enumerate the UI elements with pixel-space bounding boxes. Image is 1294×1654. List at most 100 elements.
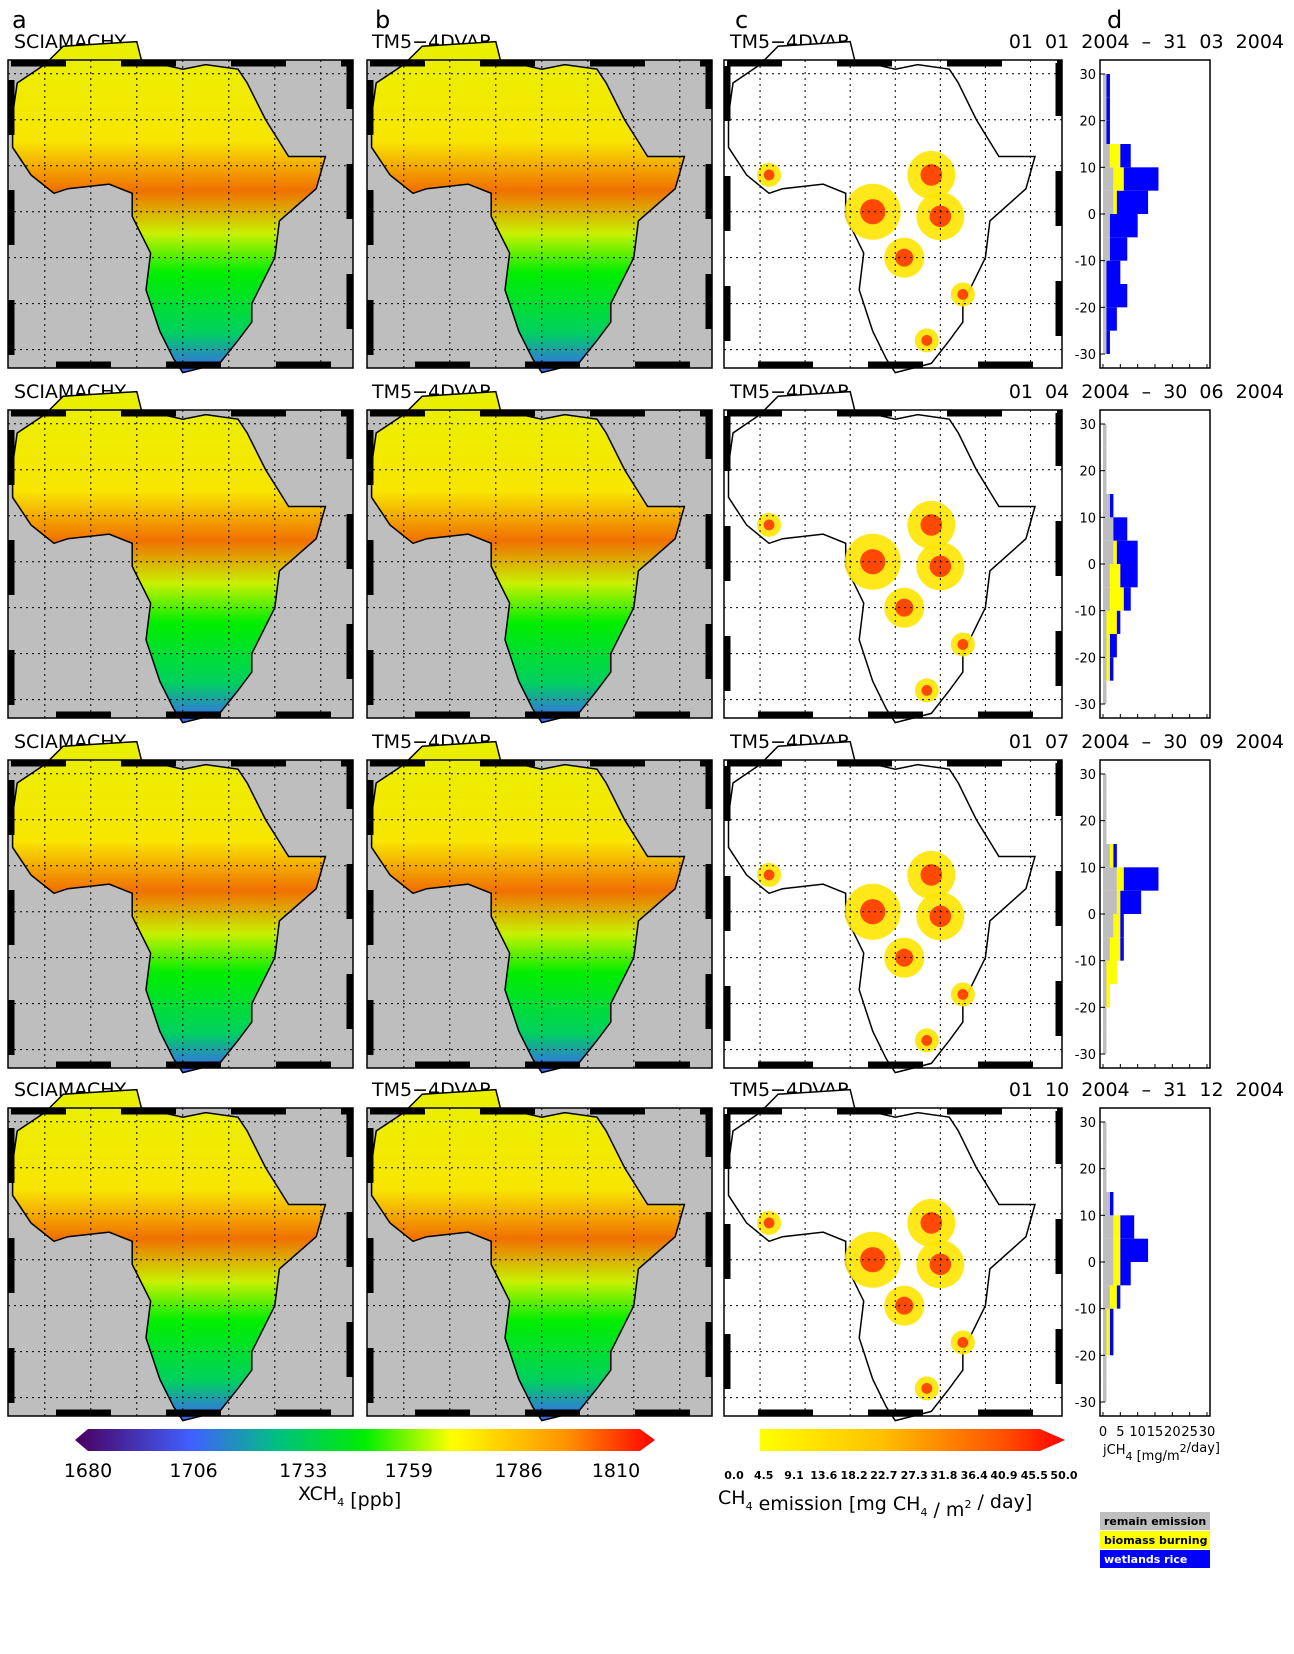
frame [723, 59, 1063, 369]
period: 01 07 2004 – 30 09 2004 [1009, 731, 1284, 753]
emission-patch [920, 864, 943, 886]
frame [366, 1107, 713, 1417]
legend-swatch [1100, 1531, 1210, 1549]
label-part: [ppb] [344, 1489, 401, 1511]
profile-bar [1103, 1192, 1110, 1216]
profile-bar [1103, 564, 1110, 588]
emission-patch [921, 685, 933, 696]
axis-label: jCH4 [mg/m2/day] [1102, 1441, 1220, 1464]
profile-bar [1103, 97, 1107, 121]
legend-label: remain emission [1104, 1515, 1206, 1528]
profile-bar [1109, 1285, 1117, 1309]
profile-bar [1103, 820, 1107, 844]
profile-bar [1103, 470, 1107, 494]
panel-letter: a [12, 6, 27, 34]
y-tick-label: -20 [1075, 1001, 1096, 1016]
emission-patch [763, 1217, 775, 1229]
frame [723, 759, 1063, 1069]
y-tick-label: 20 [1079, 465, 1096, 480]
profile-bar [1103, 167, 1114, 191]
y-tick-label: 0 [1088, 208, 1096, 223]
profile-bar [1113, 540, 1117, 564]
period: 01 04 2004 – 30 06 2004 [1009, 381, 1284, 403]
frame [7, 1107, 354, 1417]
profile-bar [1109, 494, 1114, 518]
colorbar-tick-label: 9.1 [784, 1469, 804, 1482]
label-part: / day] [971, 1491, 1032, 1513]
profile-bar [1103, 867, 1117, 891]
profile-bar [1109, 1192, 1114, 1216]
profile-bar [1103, 237, 1110, 261]
profile-bar [1109, 657, 1114, 681]
profile-bar [1103, 960, 1107, 984]
frame [7, 759, 354, 1069]
colorbar-tick-label: 1733 [279, 1460, 327, 1482]
profile-bar [1106, 634, 1110, 658]
profile-bar [1103, 1308, 1107, 1332]
y-tick-label: 0 [1088, 1256, 1096, 1271]
y-tick-label: -10 [1075, 605, 1096, 620]
frame [723, 1107, 1063, 1417]
colorbar-tick-label: 31.8 [930, 1469, 957, 1482]
x-tick-label: 10 [1129, 1425, 1146, 1440]
colorbar-tick-label: 1706 [169, 1460, 217, 1482]
profile-bar [1103, 144, 1110, 168]
profile-bar [1103, 1122, 1107, 1146]
profile-bar [1103, 1145, 1107, 1169]
label-part: 4 [746, 1500, 753, 1513]
label-part: CH [718, 1487, 746, 1509]
emission-patch [920, 164, 943, 186]
y-tick-label: 10 [1079, 161, 1096, 176]
profile-bar [1103, 610, 1107, 634]
profile-bar [1106, 960, 1117, 984]
profile-bar [1106, 120, 1110, 144]
panel-letter: b [375, 6, 390, 34]
y-tick-label: 0 [1088, 558, 1096, 573]
profile-bar [1103, 984, 1107, 1008]
emission-patch [921, 1035, 933, 1046]
frame [366, 59, 713, 369]
profile-bar [1103, 587, 1110, 611]
profile-bar [1120, 144, 1131, 168]
profile-bar [1120, 1262, 1131, 1286]
profile-bar [1116, 890, 1121, 914]
profile-bar [1106, 1308, 1110, 1332]
colorbar-tick-label: 1680 [64, 1460, 112, 1482]
y-tick-label: 30 [1079, 1116, 1096, 1131]
frame [723, 59, 1063, 369]
y-tick-label: -20 [1075, 1349, 1096, 1364]
y-tick-label: 10 [1079, 1209, 1096, 1224]
profile-bar [1106, 97, 1110, 121]
emission-patch [921, 1383, 933, 1394]
colorbar-tick-label: 4.5 [754, 1469, 774, 1482]
y-tick-label: -10 [1075, 955, 1096, 970]
colorbar-tick-label: 1786 [494, 1460, 542, 1482]
profile-bar [1103, 1378, 1107, 1402]
axis-label: XCH4 [ppb] [298, 1483, 401, 1511]
label-part: /day] [1187, 1441, 1220, 1456]
profile-bar [1103, 1332, 1107, 1356]
profile-bar [1103, 1262, 1114, 1286]
profile-bar [1116, 867, 1124, 891]
profile-bar [1103, 774, 1107, 798]
panel-letter: c [735, 6, 748, 34]
emission-patch [921, 335, 933, 346]
profile-bar [1109, 1332, 1114, 1356]
profile-bar [1103, 74, 1107, 98]
profile-bar [1113, 517, 1128, 541]
label-part: jCH [1102, 1443, 1125, 1458]
label-part: 2 [964, 1498, 971, 1511]
profile-bar [1103, 1355, 1107, 1379]
profile-bar [1106, 260, 1121, 284]
emission-patch [763, 169, 775, 181]
profile-bar [1103, 1285, 1110, 1309]
profile-bar [1113, 1262, 1121, 1286]
frame [723, 409, 1063, 719]
profile-bar [1103, 680, 1107, 704]
profile-bar [1103, 540, 1114, 564]
frame [366, 1107, 713, 1417]
label-part: [mg/m [1132, 1449, 1179, 1464]
axis-label: CH4 emission [mg CH4 / m2 / day] [718, 1487, 1032, 1521]
profile-bar [1103, 634, 1107, 658]
emission-patch [860, 899, 886, 925]
